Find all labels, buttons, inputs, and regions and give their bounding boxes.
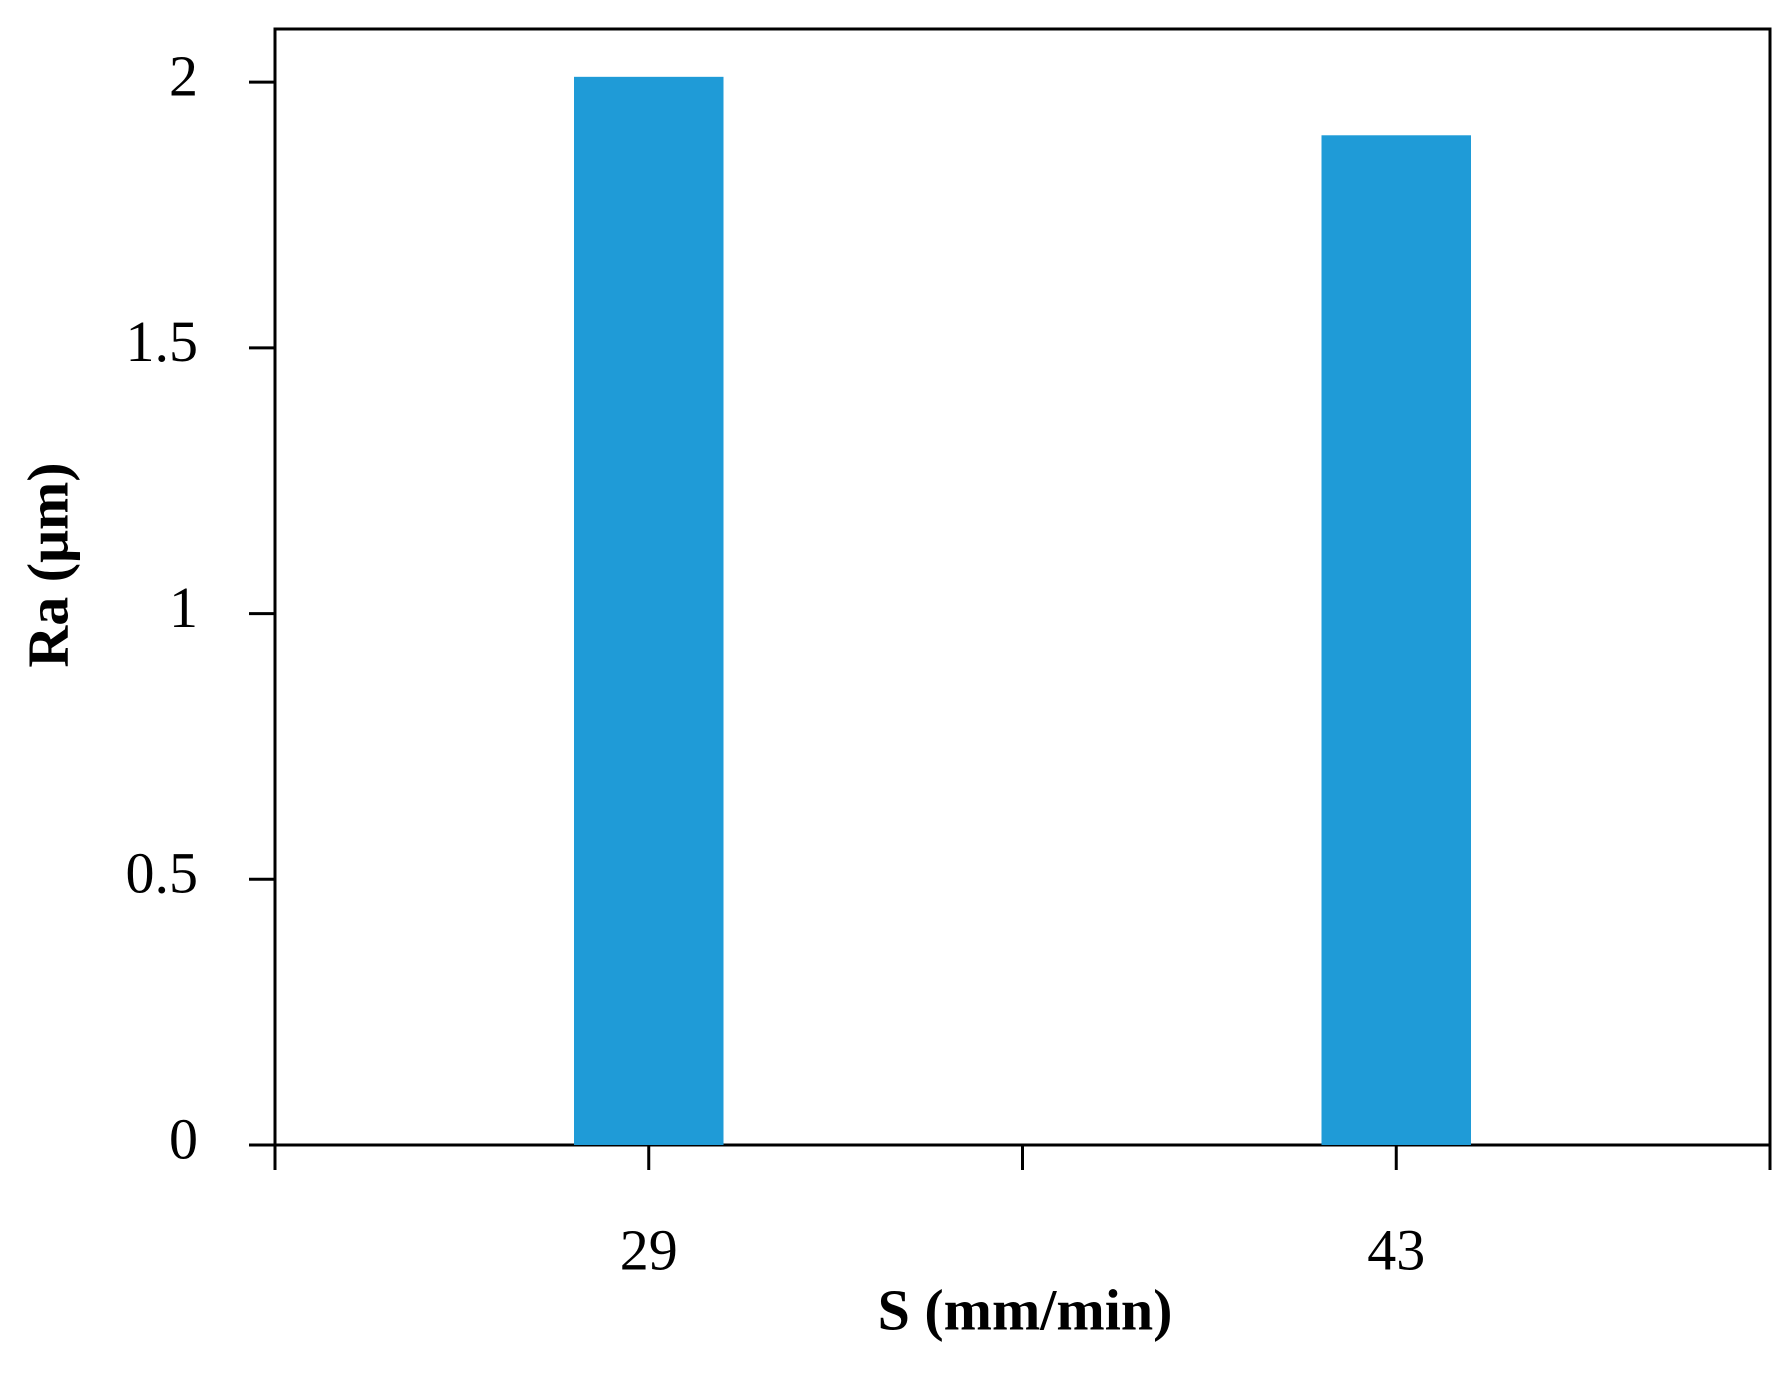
y-tick-label: 2: [169, 43, 198, 108]
y-tick-label: 0: [169, 1106, 198, 1171]
x-tick-label: 43: [1367, 1217, 1425, 1282]
y-tick-label: 0.5: [126, 841, 199, 906]
y-tick-label: 1: [169, 575, 198, 640]
x-tick-label: 29: [620, 1217, 678, 1282]
y-tick-label: 1.5: [126, 309, 199, 374]
x-axis-title: S (mm/min): [878, 1277, 1173, 1342]
bar: [1321, 135, 1471, 1146]
plot-frame: [273, 27, 1772, 1147]
y-axis-title: Ra (μm): [15, 462, 80, 667]
bar: [574, 76, 724, 1145]
